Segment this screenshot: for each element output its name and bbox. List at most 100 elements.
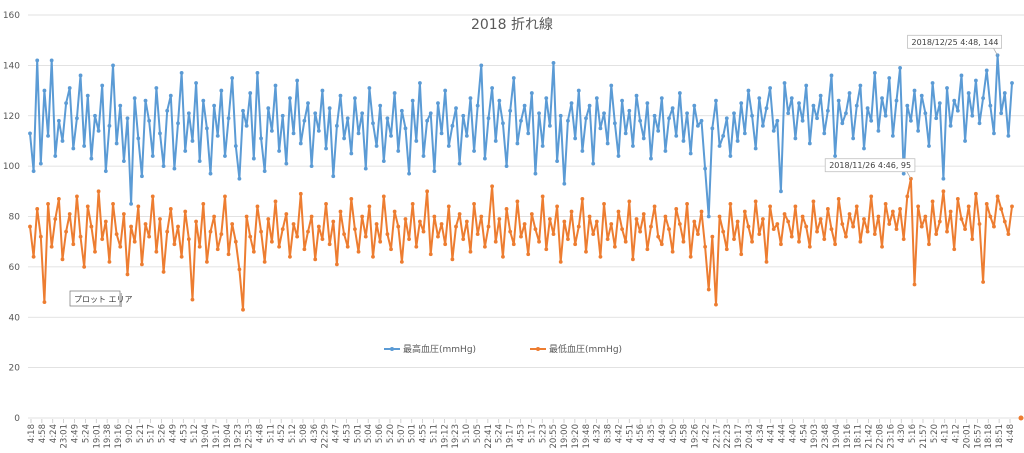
data-point[interactable]	[425, 189, 430, 194]
data-point[interactable]	[464, 134, 469, 138]
data-point[interactable]	[872, 232, 877, 237]
data-point[interactable]	[497, 98, 502, 103]
data-point[interactable]	[392, 91, 397, 95]
data-point[interactable]	[324, 146, 328, 151]
data-point[interactable]	[31, 169, 36, 174]
data-point[interactable]	[945, 86, 949, 90]
data-point[interactable]	[771, 128, 776, 133]
data-point[interactable]	[937, 219, 942, 224]
data-point[interactable]	[511, 76, 516, 80]
data-point[interactable]	[573, 136, 578, 141]
data-point[interactable]	[638, 229, 643, 234]
data-point[interactable]	[114, 141, 119, 146]
data-point[interactable]	[75, 116, 79, 121]
data-point[interactable]	[407, 237, 411, 242]
data-point[interactable]	[887, 222, 892, 226]
data-point[interactable]	[818, 217, 823, 221]
data-point[interactable]	[927, 144, 931, 148]
data-point[interactable]	[659, 242, 664, 247]
data-point[interactable]	[890, 134, 895, 138]
data-point[interactable]	[764, 259, 769, 264]
data-point[interactable]	[656, 234, 661, 239]
data-point[interactable]	[168, 207, 173, 211]
data-point[interactable]	[797, 239, 801, 244]
data-point[interactable]	[320, 237, 325, 242]
data-point[interactable]	[212, 214, 217, 219]
legend-item-diastolic[interactable]: 最低血圧(mmHg)	[530, 343, 622, 355]
data-point[interactable]	[901, 237, 906, 242]
data-point[interactable]	[916, 128, 921, 133]
data-point[interactable]	[973, 78, 978, 83]
data-point[interactable]	[515, 199, 520, 204]
data-point[interactable]	[410, 202, 415, 206]
data-point[interactable]	[865, 229, 870, 234]
data-point[interactable]	[605, 141, 610, 146]
data-point[interactable]	[324, 202, 328, 206]
data-point[interactable]	[194, 219, 198, 224]
data-point[interactable]	[649, 156, 653, 161]
data-point[interactable]	[667, 116, 671, 121]
data-point[interactable]	[706, 287, 711, 292]
data-point[interactable]	[454, 106, 458, 111]
data-point[interactable]	[107, 259, 112, 264]
data-point[interactable]	[493, 139, 498, 143]
data-point[interactable]	[551, 60, 556, 65]
data-point[interactable]	[591, 232, 596, 237]
data-point[interactable]	[854, 103, 859, 108]
data-point[interactable]	[573, 242, 578, 247]
data-point[interactable]	[807, 141, 812, 146]
data-point[interactable]	[977, 121, 982, 126]
data-point[interactable]	[147, 234, 152, 239]
data-point[interactable]	[85, 93, 90, 98]
data-point[interactable]	[562, 181, 567, 186]
data-point[interactable]	[674, 134, 679, 138]
data-point[interactable]	[472, 149, 476, 153]
data-point[interactable]	[233, 239, 238, 244]
data-point[interactable]	[255, 204, 260, 209]
data-point[interactable]	[482, 244, 487, 249]
data-point[interactable]	[825, 207, 830, 211]
data-point[interactable]	[793, 136, 798, 141]
data-point[interactable]	[717, 144, 722, 148]
data-point[interactable]	[78, 73, 83, 78]
data-point[interactable]	[544, 96, 549, 101]
data-point[interactable]	[952, 98, 957, 103]
data-point[interactable]	[349, 151, 354, 156]
data-point[interactable]	[627, 199, 632, 204]
data-point[interactable]	[558, 113, 563, 118]
data-point[interactable]	[537, 111, 541, 116]
data-point[interactable]	[446, 204, 451, 209]
data-point[interactable]	[158, 217, 162, 221]
data-point[interactable]	[396, 149, 401, 153]
data-point[interactable]	[981, 280, 986, 284]
data-point[interactable]	[414, 244, 419, 249]
data-point[interactable]	[425, 118, 430, 123]
data-point[interactable]	[529, 212, 534, 216]
data-point[interactable]	[443, 242, 448, 247]
data-point[interactable]	[815, 116, 819, 121]
data-point[interactable]	[1010, 204, 1014, 209]
data-point[interactable]	[121, 212, 126, 216]
data-point[interactable]	[371, 254, 375, 259]
data-point[interactable]	[186, 111, 191, 116]
data-point[interactable]	[663, 214, 668, 219]
data-point[interactable]	[890, 209, 895, 214]
data-point[interactable]	[381, 159, 386, 163]
data-point[interactable]	[555, 159, 560, 163]
data-point[interactable]	[851, 224, 856, 229]
data-point[interactable]	[898, 207, 902, 211]
data-point[interactable]	[927, 242, 931, 247]
data-point[interactable]	[847, 212, 852, 216]
data-point[interactable]	[158, 131, 162, 136]
data-point[interactable]	[685, 202, 689, 206]
data-point[interactable]	[443, 88, 448, 93]
data-point[interactable]	[934, 232, 939, 237]
data-point[interactable]	[367, 86, 372, 90]
data-point[interactable]	[963, 139, 967, 143]
data-point[interactable]	[732, 111, 736, 116]
data-point[interactable]	[580, 196, 585, 201]
data-point[interactable]	[363, 234, 368, 239]
data-point[interactable]	[461, 113, 466, 118]
data-point[interactable]	[981, 96, 986, 101]
data-point[interactable]	[533, 171, 538, 176]
